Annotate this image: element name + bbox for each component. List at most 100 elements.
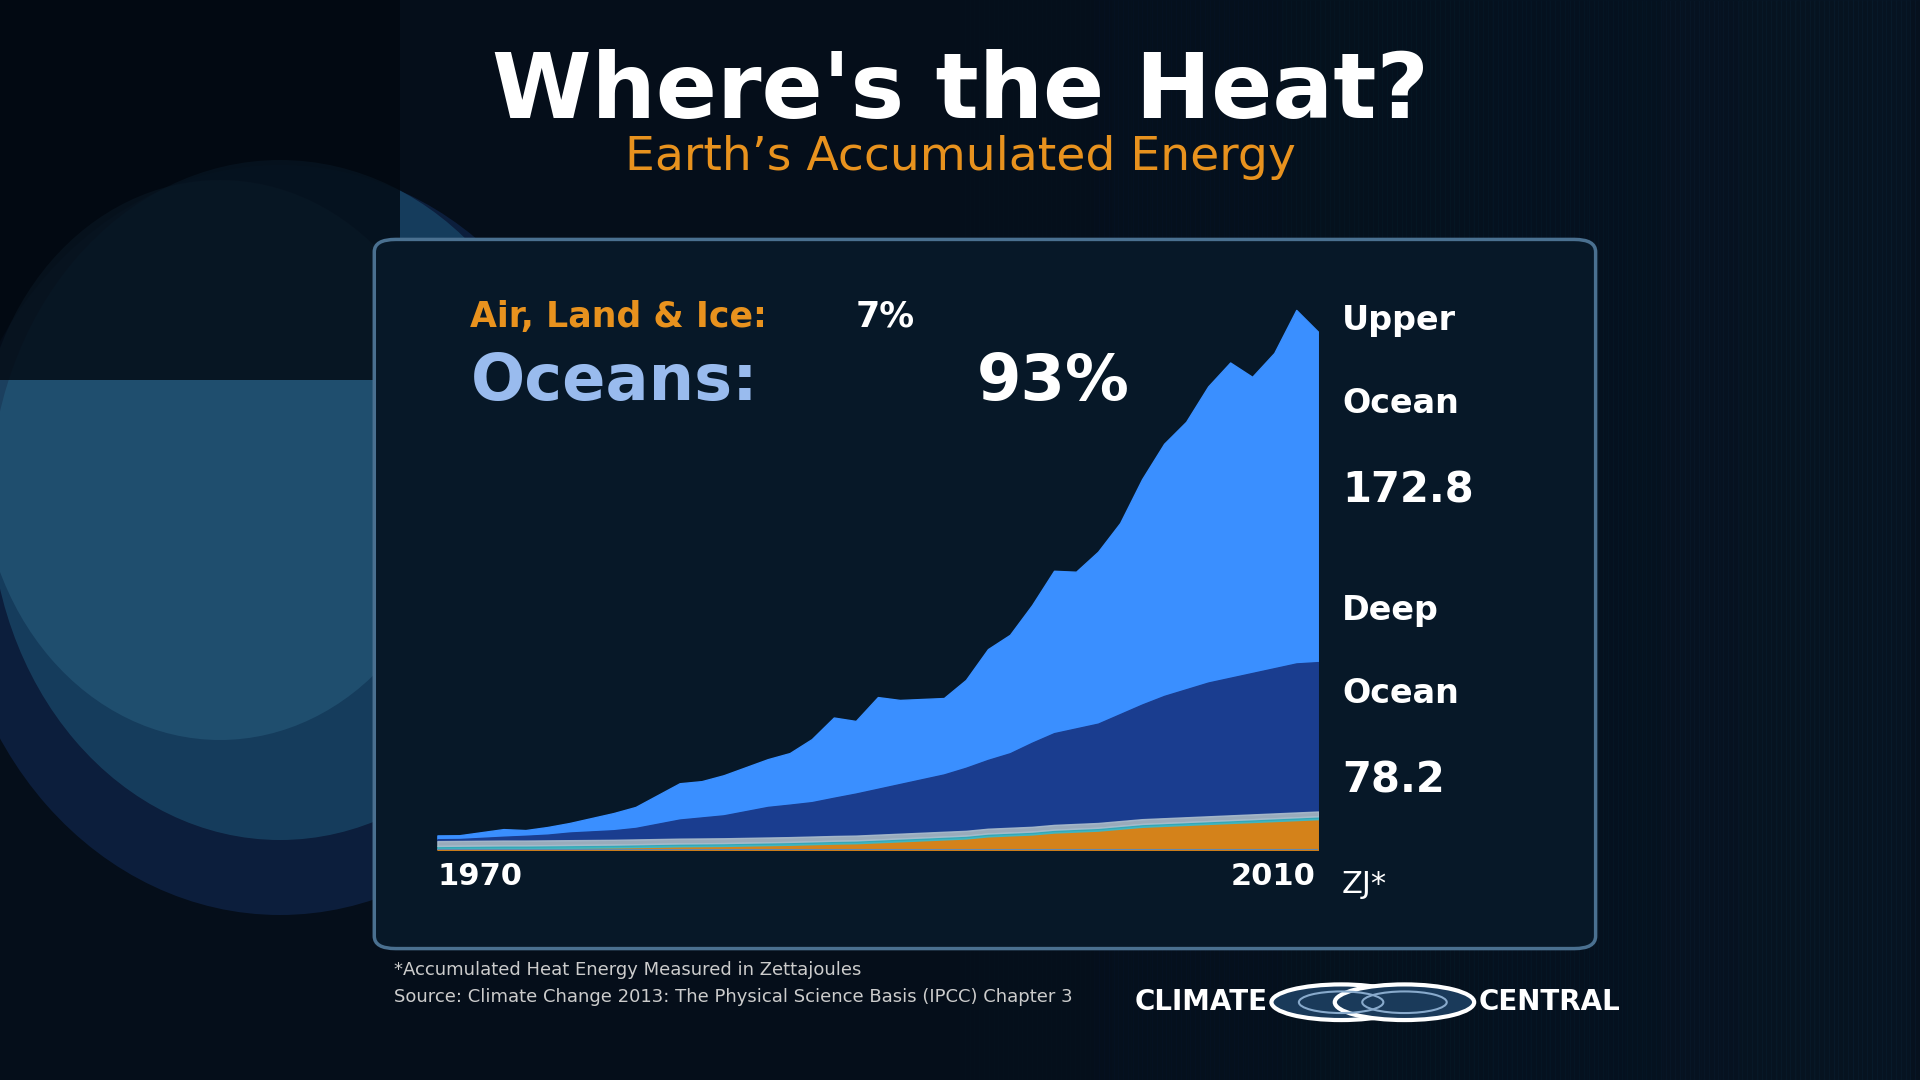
Bar [1507,0,1513,1080]
Bar [1436,0,1440,1080]
Bar [1283,0,1286,1080]
Bar [1699,0,1705,1080]
FancyBboxPatch shape [374,240,1596,948]
Text: ZJ*: ZJ* [1342,870,1388,900]
Bar [1185,0,1190,1080]
Bar [1071,0,1075,1080]
Bar [1079,0,1085,1080]
Bar [1482,0,1488,1080]
Bar [1440,0,1444,1080]
Bar [1766,0,1770,1080]
Bar [1148,0,1152,1080]
Bar [1674,0,1680,1080]
Bar [1690,0,1695,1080]
Bar [1027,0,1033,1080]
Bar [1738,0,1743,1080]
Bar [1732,0,1738,1080]
Bar [1089,0,1094,1080]
Bar [1321,0,1340,1080]
Bar [1857,0,1862,1080]
Bar [1169,0,1188,1080]
Bar [1354,0,1359,1080]
Bar [1286,0,1290,1080]
Bar [1021,0,1027,1080]
Bar [1814,0,1836,1080]
Bar [1377,0,1382,1080]
Bar [1680,0,1686,1080]
Bar [1344,0,1348,1080]
Bar [1478,0,1482,1080]
Bar [1617,0,1622,1080]
Bar [1718,0,1722,1080]
Bar [1705,0,1709,1080]
Bar [1167,0,1171,1080]
Bar [1632,0,1636,1080]
Text: Where's the Heat?: Where's the Heat? [492,49,1428,136]
Bar [1455,0,1459,1080]
Circle shape [1271,985,1411,1020]
Bar [960,0,964,1080]
Bar [1636,0,1642,1080]
Bar [1555,0,1559,1080]
Bar [1334,0,1340,1080]
Bar [1190,0,1194,1080]
Bar [1434,0,1455,1080]
Text: *Accumulated Heat Energy Measured in Zettajoules: *Accumulated Heat Energy Measured in Zet… [394,961,860,980]
Bar [1743,0,1747,1080]
Bar [1152,0,1156,1080]
Bar [1156,0,1162,1080]
Bar [1663,0,1684,1080]
Bar [1002,0,1008,1080]
Bar [998,0,1018,1080]
Bar [1008,0,1014,1080]
Bar [1475,0,1478,1080]
Bar [1847,0,1853,1080]
Bar [1402,0,1405,1080]
Bar [1891,0,1895,1080]
Bar [1430,0,1436,1080]
Bar [1046,0,1052,1080]
Bar [1757,0,1763,1080]
Bar [1283,0,1304,1080]
Bar [1302,0,1306,1080]
Bar [1578,0,1584,1080]
Bar [1905,0,1910,1080]
Bar [1405,0,1411,1080]
Bar [1425,0,1430,1080]
Bar [1818,0,1824,1080]
Bar [1494,0,1498,1080]
Bar [1112,0,1133,1080]
Bar [1450,0,1455,1080]
Bar [1809,0,1814,1080]
Bar [1549,0,1569,1080]
Bar [989,0,995,1080]
Text: Earth’s Accumulated Energy: Earth’s Accumulated Energy [624,135,1296,180]
Bar [1686,0,1690,1080]
Bar [1778,0,1797,1080]
Bar [1540,0,1546,1080]
Bar [1795,0,1801,1080]
Bar [998,0,1002,1080]
Text: 2010: 2010 [1231,862,1315,891]
Bar [1546,0,1551,1080]
Bar [1215,0,1219,1080]
Bar [1367,0,1373,1080]
Bar [1258,0,1263,1080]
Bar [1713,0,1718,1080]
Bar [1110,0,1114,1080]
Bar [1421,0,1425,1080]
Bar [1622,0,1626,1080]
Bar [1843,0,1847,1080]
Bar [1379,0,1398,1080]
Bar [1565,0,1569,1080]
Circle shape [1334,985,1475,1020]
Bar [1129,0,1133,1080]
Bar [1396,0,1402,1080]
Bar [1229,0,1233,1080]
Bar [1315,0,1321,1080]
Bar [970,0,973,1080]
Bar [1206,0,1210,1080]
Bar [1014,0,1018,1080]
Ellipse shape [0,180,461,740]
Bar [1511,0,1530,1080]
